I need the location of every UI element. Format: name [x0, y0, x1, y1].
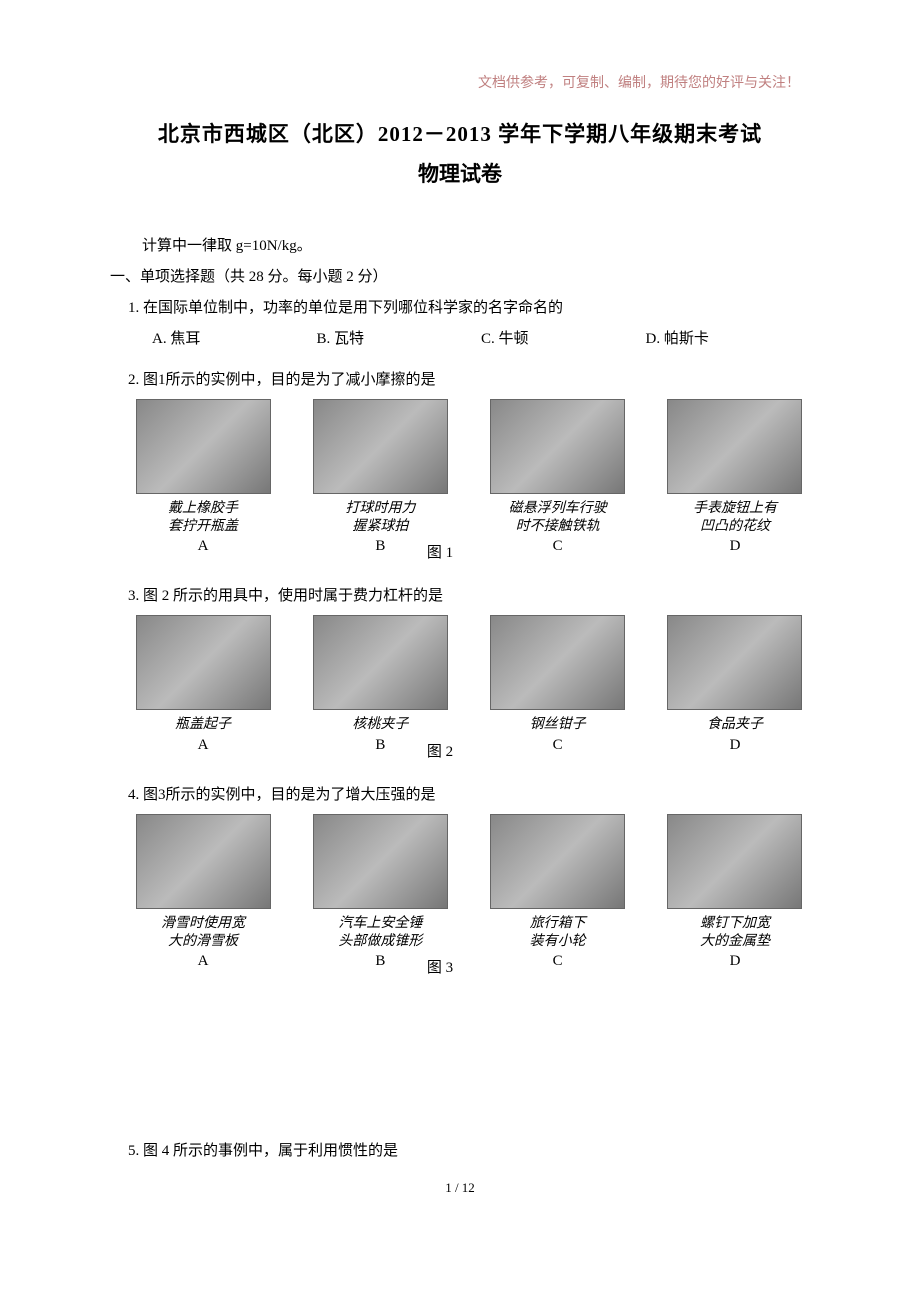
calc-note: 计算中一律取 g=10N/kg。	[110, 234, 810, 255]
q4-fig-a-letter: A	[198, 953, 209, 970]
q3-fig-c-caption1: 钢丝钳子	[530, 716, 586, 734]
q2-figures: 戴上橡胶手 套拧开瓶盖 A 打球时用力 握紧球拍 B 磁悬浮列车行驶 时不接触铁…	[110, 399, 810, 555]
q4-fig-d-caption2: 大的金属垫	[700, 933, 770, 951]
title-line2: 物理试卷	[110, 158, 810, 188]
q4-fig-b-letter: B	[375, 953, 385, 970]
placeholder-image	[136, 814, 271, 909]
q4-fig-d-caption1: 螺钉下加宽	[700, 915, 770, 933]
q2-fig-d-caption2: 凹凸的花纹	[700, 518, 770, 536]
q2-fig-a-caption1: 戴上橡胶手	[168, 500, 238, 518]
q4-fig-a: 滑雪时使用宽 大的滑雪板 A	[128, 814, 278, 970]
q3-fig-d-letter: D	[730, 737, 741, 754]
q2-fig-d: 手表旋钮上有 凹凸的花纹 D	[660, 399, 810, 555]
q2-fig-b: 打球时用力 握紧球拍 B	[305, 399, 455, 555]
q2-fig-a-letter: A	[198, 538, 209, 555]
q2-fig-b-caption1: 打球时用力	[345, 500, 415, 518]
q2-fig-d-letter: D	[730, 538, 741, 555]
placeholder-image	[667, 615, 802, 710]
q4-fig-d-letter: D	[730, 953, 741, 970]
placeholder-image	[667, 399, 802, 494]
q4-fig-d: 螺钉下加宽 大的金属垫 D	[660, 814, 810, 970]
q3-figures: 瓶盖起子 A 核桃夹子 B 钢丝钳子 C 食品夹子 D	[110, 615, 810, 753]
q4-fig-b-caption2: 头部做成锥形	[338, 933, 422, 951]
q2-fig-c: 磁悬浮列车行驶 时不接触铁轨 C	[483, 399, 633, 555]
q3-fig-d: 食品夹子 D	[660, 615, 810, 753]
placeholder-image	[667, 814, 802, 909]
q2-fig-d-caption1: 手表旋钮上有	[693, 500, 777, 518]
q3-fig-b-caption1: 核桃夹子	[352, 716, 408, 734]
q4-fig-b-caption1: 汽车上安全锤	[338, 915, 422, 933]
q3-fig-d-caption1: 食品夹子	[707, 716, 763, 734]
q3-fig-a-letter: A	[198, 737, 209, 754]
q4-fig-b: 汽车上安全锤 头部做成锥形 B	[305, 814, 455, 970]
q2-fig-a-caption2: 套拧开瓶盖	[168, 518, 238, 536]
q3-fig-b: 核桃夹子 B	[305, 615, 455, 753]
q2-fig-b-caption2: 握紧球拍	[352, 518, 408, 536]
placeholder-image	[313, 814, 448, 909]
placeholder-image	[313, 615, 448, 710]
placeholder-image	[136, 399, 271, 494]
q4-fig-a-caption2: 大的滑雪板	[168, 933, 238, 951]
q2-fig-a: 戴上橡胶手 套拧开瓶盖 A	[128, 399, 278, 555]
q2-text: 2. 图1所示的实例中，目的是为了减小摩擦的是	[110, 368, 810, 389]
placeholder-image	[313, 399, 448, 494]
q4-figures: 滑雪时使用宽 大的滑雪板 A 汽车上安全锤 头部做成锥形 B 旅行箱下 装有小轮…	[110, 814, 810, 970]
q1-options: A. 焦耳 B. 瓦特 C. 牛顿 D. 帕斯卡	[110, 327, 810, 348]
placeholder-image	[490, 615, 625, 710]
q1-option-c: C. 牛顿	[481, 327, 646, 348]
q4-fig-c-caption1: 旅行箱下	[530, 915, 586, 933]
q1-option-b: B. 瓦特	[317, 327, 482, 348]
header-note: 文档供参考，可复制、编制，期待您的好评与关注！	[110, 72, 810, 92]
placeholder-image	[490, 399, 625, 494]
q1-option-d: D. 帕斯卡	[646, 327, 811, 348]
q3-fig-a: 瓶盖起子 A	[128, 615, 278, 753]
q4-fig-c-caption2: 装有小轮	[530, 933, 586, 951]
q5-text: 5. 图 4 所示的事例中，属于利用惯性的是	[110, 1139, 810, 1160]
q3-fig-b-letter: B	[375, 737, 385, 754]
q3-fig-a-caption1: 瓶盖起子	[175, 716, 231, 734]
page-number: 1 / 12	[110, 1180, 810, 1196]
title-line1: 北京市西城区（北区）2012－2013 学年下学期八年级期末考试	[110, 118, 810, 148]
q3-fig-c-letter: C	[553, 737, 563, 754]
page-container: 文档供参考，可复制、编制，期待您的好评与关注！ 北京市西城区（北区）2012－2…	[0, 0, 920, 1236]
section1-header: 一、单项选择题（共 28 分。每小题 2 分）	[110, 265, 810, 286]
q3-fig-c: 钢丝钳子 C	[483, 615, 633, 753]
q2-fig-c-letter: C	[553, 538, 563, 555]
placeholder-image	[490, 814, 625, 909]
q2-fig-c-caption1: 磁悬浮列车行驶	[509, 500, 607, 518]
placeholder-image	[136, 615, 271, 710]
spacer	[110, 999, 810, 1139]
q4-fig-c: 旅行箱下 装有小轮 C	[483, 814, 633, 970]
q4-fig-c-letter: C	[553, 953, 563, 970]
q1-option-a: A. 焦耳	[152, 327, 317, 348]
q4-text: 4. 图3所示的实例中，目的是为了增大压强的是	[110, 783, 810, 804]
q3-text: 3. 图 2 所示的用具中，使用时属于费力杠杆的是	[110, 584, 810, 605]
q4-fig-a-caption1: 滑雪时使用宽	[161, 915, 245, 933]
q1-text: 1. 在国际单位制中，功率的单位是用下列哪位科学家的名字命名的	[110, 296, 810, 317]
q2-fig-c-caption2: 时不接触铁轨	[516, 518, 600, 536]
q2-fig-b-letter: B	[375, 538, 385, 555]
